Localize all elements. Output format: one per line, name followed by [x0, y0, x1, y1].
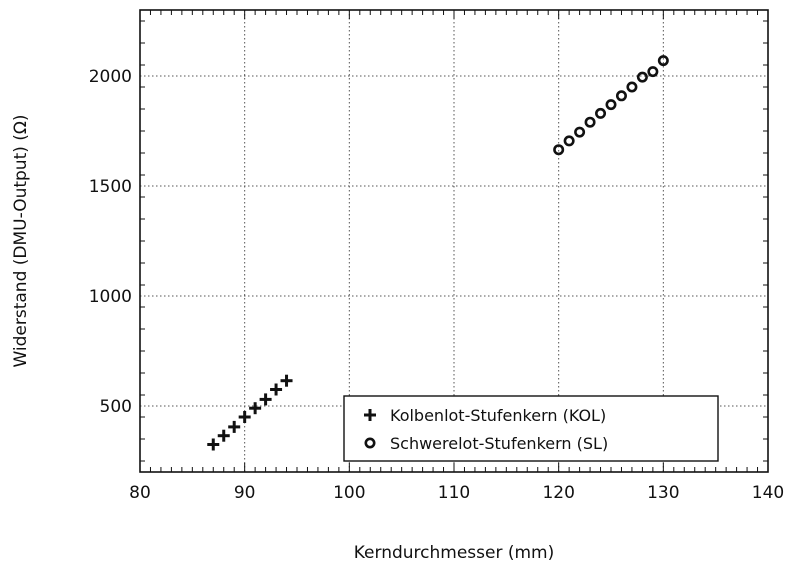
x-tick-label: 100: [333, 483, 365, 503]
data-point-plus: [238, 411, 251, 423]
x-axis-ticks: 80 90 100 110 120 130 140: [129, 483, 784, 503]
x-tick-label: 120: [542, 483, 574, 503]
data-point-circle: [657, 55, 669, 67]
x-tick-label: 90: [234, 483, 256, 503]
data-point-plus: [249, 402, 262, 415]
y-axis-ticks: 500 1000 1500 2000: [89, 67, 132, 417]
data-point-circle: [615, 90, 627, 102]
data-point-plus: [228, 420, 241, 433]
data-point-plus: [217, 429, 230, 442]
data-point-plus: [270, 383, 283, 396]
x-tick-label: 110: [438, 483, 470, 503]
grid-lines: [140, 10, 768, 472]
minor-ticks: [139, 10, 769, 472]
data-point-circle: [595, 107, 607, 119]
data-point-plus: [207, 438, 220, 451]
legend-box: [343, 395, 719, 462]
legend-marker-plus: [364, 409, 376, 421]
x-axis-title: Kerndurchmesser (mm): [354, 543, 555, 563]
series-2: [553, 55, 669, 156]
y-tick-label: 500: [100, 397, 132, 417]
data-point-circle: [626, 81, 638, 93]
data-point-circle: [563, 135, 575, 147]
data-point-circle: [584, 116, 596, 128]
x-tick-label: 140: [752, 483, 784, 503]
y-tick-label: 1500: [89, 177, 132, 197]
legend-label-kol: Kolbenlot-Stufenkern (KOL): [390, 406, 606, 425]
series-1: [207, 374, 293, 451]
legend: Kolbenlot-Stufenkern (KOL) Schwerelot-St…: [343, 395, 719, 462]
y-tick-label: 1000: [89, 287, 132, 307]
data-series: [207, 55, 669, 451]
y-tick-label: 2000: [89, 67, 132, 87]
data-point-circle: [553, 144, 565, 156]
data-point-plus: [259, 393, 272, 406]
data-point-circle: [605, 99, 617, 111]
data-point-plus: [280, 374, 293, 387]
data-point-circle: [647, 66, 659, 78]
y-axis-title: Widerstand (DMU-Output) (Ω): [11, 114, 31, 367]
data-point-circle: [574, 126, 586, 138]
x-tick-label: 80: [129, 483, 151, 503]
data-point-circle: [636, 71, 648, 83]
x-tick-label: 130: [647, 483, 679, 503]
legend-label-sl: Schwerelot-Stufenkern (SL): [390, 434, 608, 453]
legend-marker-circle: [364, 437, 376, 449]
